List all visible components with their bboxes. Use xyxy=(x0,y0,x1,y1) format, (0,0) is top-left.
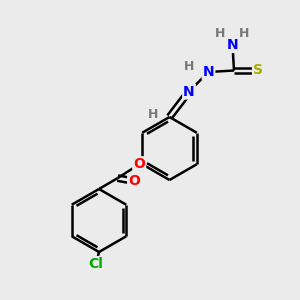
Text: Cl: Cl xyxy=(88,257,104,271)
Text: N: N xyxy=(183,85,195,98)
Text: H: H xyxy=(184,60,194,73)
Text: H: H xyxy=(215,27,226,40)
Text: H: H xyxy=(239,27,250,40)
Text: N: N xyxy=(227,38,238,52)
Text: O: O xyxy=(133,157,145,171)
Text: S: S xyxy=(253,64,263,77)
Text: O: O xyxy=(128,174,140,188)
Text: H: H xyxy=(148,107,158,121)
Text: N: N xyxy=(203,65,214,79)
